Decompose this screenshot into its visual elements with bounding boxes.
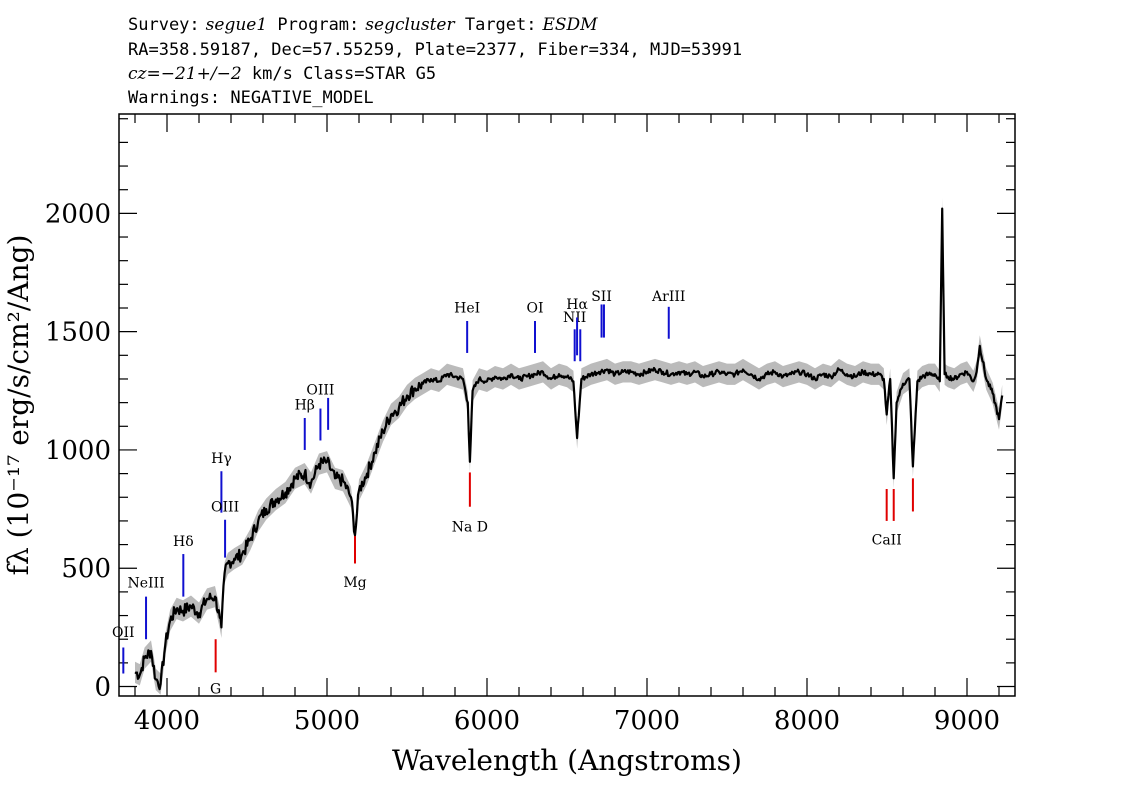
line-label-oii: OII bbox=[112, 625, 135, 641]
header-line-1: Survey: segue1 Program: segcluster Target:… bbox=[128, 15, 598, 35]
x-axis-label: Wavelength (Angstroms) bbox=[392, 744, 742, 777]
line-label-h-: Hδ bbox=[173, 534, 194, 550]
line-label-na-d: Na D bbox=[452, 520, 488, 536]
class-info: km/s Class=STAR G5 bbox=[242, 64, 436, 84]
line-label-oiii: OIII bbox=[211, 499, 239, 515]
survey-value: segue1 bbox=[206, 15, 268, 35]
flux-line bbox=[134, 207, 1004, 691]
plot-frame bbox=[118, 113, 1016, 697]
cz-label: cz= bbox=[128, 64, 161, 84]
y-tick-label: 2000 bbox=[45, 199, 111, 229]
target-label: Target: bbox=[455, 15, 537, 35]
line-label-oi: OI bbox=[526, 301, 543, 317]
x-tick-label: 9000 bbox=[934, 706, 1000, 736]
axis-ticks bbox=[119, 114, 1015, 696]
x-tick-label: 6000 bbox=[454, 706, 520, 736]
x-tick-label: 4000 bbox=[134, 706, 200, 736]
y-axis-label: fλ (10⁻¹⁷ erg/s/cm²/Ang) bbox=[2, 235, 35, 576]
y-tick-label: 500 bbox=[61, 554, 111, 584]
program-label: Program: bbox=[267, 15, 359, 35]
line-label-mg: Mg bbox=[343, 575, 366, 591]
line-label-g: G bbox=[210, 682, 221, 698]
line-label-neiii: NeIII bbox=[127, 576, 164, 592]
y-tick-label: 0 bbox=[94, 673, 111, 703]
program-value: segcluster bbox=[365, 15, 455, 35]
cz-value: −21+/−2 bbox=[161, 64, 242, 84]
line-label-h-: Hα bbox=[566, 297, 588, 313]
target-value: ESDM bbox=[542, 15, 599, 35]
header-line-2: RA=358.59187, Dec=57.55259, Plate=2377, … bbox=[128, 40, 742, 60]
error-band bbox=[135, 198, 1003, 695]
line-label-nii: NII bbox=[563, 310, 586, 326]
flux-error-band bbox=[135, 198, 1003, 695]
header-line-4: Warnings: NEGATIVE_MODEL bbox=[128, 88, 374, 108]
line-label-caii: CaII bbox=[872, 533, 902, 549]
x-tick-label: 5000 bbox=[294, 706, 360, 736]
line-label-sii: SII bbox=[591, 289, 612, 305]
tick-labels: 4000 5000 6000 7000 8000 9000 0 500 1000 1500 2000 bbox=[45, 199, 1000, 736]
x-tick-label: 7000 bbox=[614, 706, 680, 736]
line-label-hei: HeI bbox=[454, 301, 480, 317]
line-label-oiii: OIII bbox=[306, 382, 334, 398]
line-label-ariii: ArIII bbox=[651, 289, 685, 305]
x-tick-label: 8000 bbox=[774, 706, 840, 736]
header-line-3: cz=−21+/−2 km/s Class=STAR G5 bbox=[128, 64, 436, 84]
line-label-h-: Hγ bbox=[211, 451, 232, 467]
series-group bbox=[134, 207, 1004, 691]
y-tick-label: 1000 bbox=[45, 436, 111, 466]
y-tick-label: 1500 bbox=[45, 318, 111, 348]
line-label-h-: Hβ bbox=[295, 398, 315, 414]
survey-label: Survey: bbox=[128, 15, 200, 35]
